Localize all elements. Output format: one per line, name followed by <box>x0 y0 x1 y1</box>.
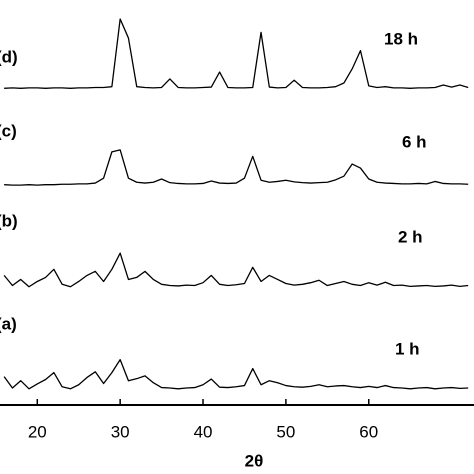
series-name: 2 h <box>398 227 423 246</box>
x-tick-label: 20 <box>28 422 47 441</box>
panel-label: (c) <box>0 121 17 140</box>
series-name: 18 h <box>384 29 418 48</box>
x-axis-label: 2θ <box>245 451 264 470</box>
panel-label: (b) <box>0 211 18 230</box>
xrd-trace <box>3 252 469 288</box>
xrd-trace <box>4 18 469 89</box>
series-name: 6 h <box>402 132 427 151</box>
series-name: 1 h <box>395 339 420 358</box>
xrd-trace <box>4 149 469 186</box>
xrd-trace <box>3 358 469 390</box>
x-tick-label: 50 <box>276 422 295 441</box>
panel-label: (d) <box>0 47 18 66</box>
x-tick-label: 40 <box>194 422 213 441</box>
panel-label: (a) <box>0 314 17 333</box>
x-tick-label: 30 <box>111 422 130 441</box>
x-tick-label: 60 <box>359 422 378 441</box>
